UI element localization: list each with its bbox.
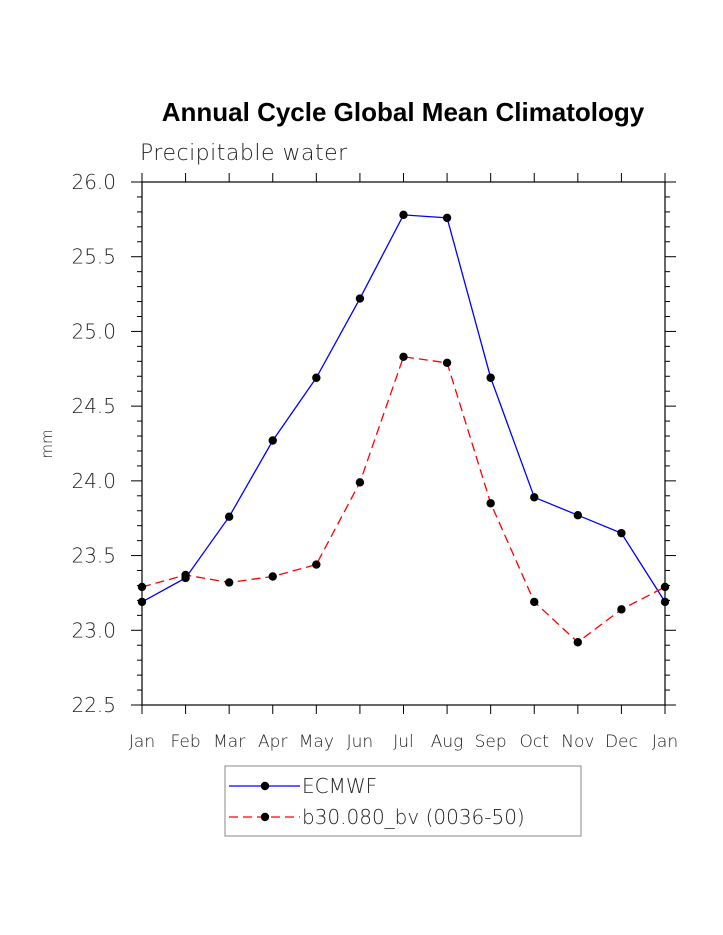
y-tick-label: 23.5: [71, 544, 116, 568]
legend-label: ECMWF: [302, 774, 377, 798]
series-line: [141, 214, 666, 603]
data-point: [312, 560, 321, 569]
x-tick-label: Sep: [475, 732, 507, 752]
data-point: [355, 294, 365, 303]
data-point: [573, 638, 583, 647]
x-tick-label: Jul: [393, 732, 414, 752]
series-layer: [137, 210, 670, 647]
legend-box: [224, 765, 582, 837]
data-point: [617, 605, 626, 614]
legend-marker: [260, 812, 270, 822]
data-point: [660, 582, 670, 592]
data-point: [486, 373, 495, 382]
y-tick-label: 25.0: [71, 319, 116, 343]
x-tick-label: Feb: [171, 732, 201, 752]
y-tick-label: 26.0: [71, 170, 116, 194]
x-tick-label: Jun: [347, 732, 374, 752]
y-tick-label: 24.5: [71, 394, 116, 418]
series-line: [141, 356, 666, 644]
x-tick-label: May: [299, 732, 334, 752]
y-axis-label: mm: [38, 429, 56, 458]
data-point: [181, 570, 190, 580]
legend-marker: [260, 781, 270, 791]
data-point: [486, 499, 495, 508]
y-tick-label: 24.0: [71, 469, 116, 493]
chart-title: Annual Cycle Global Mean Climatology: [162, 97, 645, 127]
data-point: [224, 512, 234, 521]
data-point: [268, 572, 277, 581]
data-point: [530, 493, 539, 502]
y-tick-label: 22.5: [71, 693, 116, 717]
data-point: [617, 528, 626, 538]
axes: Jan Feb Mar Apr May Jun Jul Aug Sep Oct Nov Dec Jan 2…: [71, 170, 678, 752]
data-point: [399, 210, 408, 220]
data-point: [442, 213, 452, 223]
x-tick-label: Oct: [520, 732, 549, 752]
series-1: [137, 210, 670, 607]
data-point: [399, 352, 408, 362]
legend-label: b30.080_bv (0036-50): [302, 805, 525, 829]
data-point: [660, 597, 670, 607]
data-point: [530, 597, 539, 607]
x-tick-label: Jan: [652, 732, 678, 752]
data-point: [442, 358, 452, 368]
x-tick-label: Nov: [561, 732, 594, 752]
y-tick-label: 23.0: [71, 618, 116, 642]
x-tick-label: Aug: [431, 732, 464, 752]
data-point: [312, 373, 321, 382]
series-2: [137, 352, 670, 647]
data-point: [355, 478, 365, 487]
data-point: [137, 582, 147, 592]
chart-subtitle: Precipitable water: [140, 141, 348, 166]
data-point: [137, 597, 147, 607]
legend: ECMWF b30.080_bv (0036-50): [224, 765, 582, 837]
x-tick-label: Apr: [258, 732, 287, 752]
y-tick-label: 25.5: [71, 245, 116, 269]
x-tick-label: Dec: [605, 732, 638, 752]
data-point: [268, 436, 277, 445]
x-tick-label: Jan: [129, 732, 155, 752]
x-tick-label: Mar: [213, 732, 245, 752]
plot-frame: [141, 181, 666, 706]
data-point: [224, 578, 234, 587]
data-point: [573, 511, 583, 520]
